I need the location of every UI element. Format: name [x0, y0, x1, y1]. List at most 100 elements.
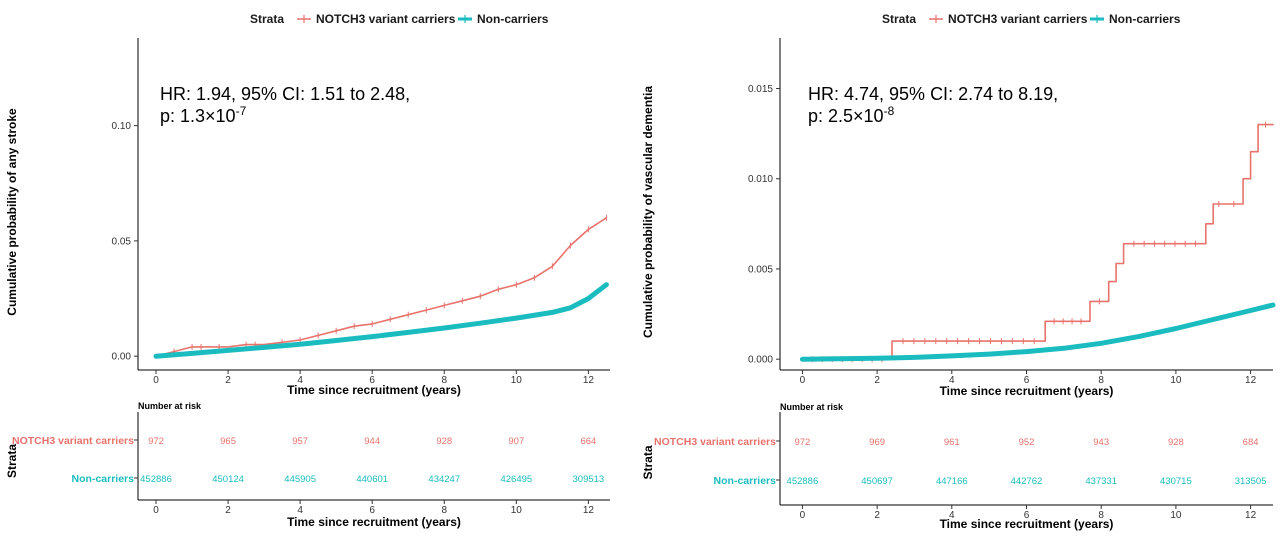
risk-value: 957 [292, 436, 308, 447]
risk-x-tick-label: 6 [369, 505, 375, 516]
risk-value: 440601 [356, 474, 388, 485]
risk-value: 684 [1243, 437, 1259, 448]
p-value-annotation: p: 2.5×10-8 [808, 104, 895, 126]
y-axis-title: Cumulative probability of vascular demen… [641, 86, 655, 338]
risk-x-tick-label: 10 [511, 505, 523, 516]
series-line-carriers [801, 123, 1274, 360]
risk-x-tick-label: 4 [297, 505, 303, 516]
legend-label-carriers: NOTCH3 variant carriers [948, 12, 1088, 26]
legend-title: Strata [882, 12, 916, 26]
x-tick-label: 8 [441, 375, 447, 386]
risk-value: 445905 [284, 474, 316, 485]
series-line-non-carriers [153, 282, 609, 359]
legend: Strata NOTCH3 variant carriers Non-carrier… [882, 12, 1181, 26]
risk-table-x-title: Time since recruitment (years) [287, 515, 461, 529]
legend-label-carriers: NOTCH3 variant carriers [316, 12, 456, 26]
risk-table-strata-title: Strata [5, 444, 19, 478]
x-axis-title: Time since recruitment (years) [940, 384, 1114, 398]
legend-label-non-carriers: Non-carriers [477, 12, 549, 26]
x-tick-label: 12 [583, 375, 595, 386]
y-tick-label: 0.00 [112, 352, 132, 363]
p-value-annotation: p: 1.3×10-7 [160, 104, 247, 126]
risk-table-title: Number at risk [138, 401, 202, 411]
risk-table-title: Number at risk [780, 402, 844, 412]
x-tick-label: 10 [511, 375, 523, 386]
x-tick-label: 4 [297, 375, 303, 386]
risk-value: 437331 [1085, 476, 1117, 487]
risk-value: 944 [364, 436, 380, 447]
risk-x-tick-label: 12 [1245, 510, 1257, 521]
risk-value: 430715 [1160, 476, 1192, 487]
risk-value: 450124 [212, 474, 244, 485]
risk-value: 961 [944, 437, 960, 448]
risk-x-tick-label: 8 [441, 505, 447, 516]
p-value-base: p: 2.5×10 [808, 106, 884, 126]
x-axis-title: Time since recruitment (years) [287, 383, 461, 397]
y-tick-label: 0.000 [748, 355, 773, 366]
x-tick-label: 6 [369, 375, 375, 386]
legend-label-non-carriers: Non-carriers [1109, 12, 1181, 26]
risk-value: 309513 [573, 474, 605, 485]
risk-x-tick-label: 8 [1098, 510, 1104, 521]
risk-value: 969 [869, 437, 885, 448]
risk-value: 426495 [500, 474, 532, 485]
risk-table: Number at risk NOTCH3 variant carriers 972… [641, 402, 1273, 531]
risk-x-tick-label: 4 [949, 510, 955, 521]
risk-row-label-carriers: NOTCH3 variant carriers [12, 435, 134, 447]
risk-row-label-non-carriers: Non-carriers [714, 475, 777, 487]
risk-value: 907 [508, 436, 524, 447]
risk-table-strata-title: Strata [641, 445, 655, 479]
risk-value: 928 [1168, 437, 1184, 448]
x-tick-label: 4 [949, 375, 955, 386]
risk-x-tick-label: 0 [153, 505, 159, 516]
risk-value: 928 [436, 436, 452, 447]
risk-value: 972 [794, 437, 810, 448]
p-value-base: p: 1.3×10 [160, 106, 236, 126]
risk-value: 442762 [1011, 476, 1043, 487]
risk-value: 313505 [1235, 476, 1267, 487]
x-tick-label: 12 [1245, 375, 1257, 386]
x-tick-label: 2 [874, 375, 880, 386]
legend: Strata NOTCH3 variant carriers Non-carrier… [250, 12, 549, 26]
risk-x-tick-label: 0 [800, 510, 806, 521]
p-value-exponent: -7 [236, 104, 247, 118]
risk-x-tick-label: 2 [225, 505, 231, 516]
risk-value: 452886 [787, 476, 819, 487]
risk-value: 434247 [428, 474, 460, 485]
legend-title: Strata [250, 12, 284, 26]
risk-row-label-non-carriers: Non-carriers [72, 473, 135, 485]
x-tick-label: 8 [1098, 375, 1104, 386]
y-tick-label: 0.10 [112, 121, 132, 132]
p-value-exponent: -8 [884, 104, 895, 118]
y-tick-label: 0.005 [748, 264, 773, 275]
risk-value: 972 [148, 436, 164, 447]
y-tick-label: 0.015 [748, 84, 773, 95]
risk-x-tick-label: 6 [1024, 510, 1030, 521]
y-tick-label: 0.010 [748, 174, 773, 185]
risk-table-x-title: Time since recruitment (years) [940, 517, 1114, 531]
risk-value: 965 [220, 436, 236, 447]
censor-marks [811, 121, 1267, 363]
series-line-non-carriers [799, 302, 1276, 362]
x-tick-label: 2 [225, 375, 231, 386]
risk-x-tick-label: 10 [1170, 510, 1182, 521]
series-line-carriers [155, 217, 608, 357]
y-axis-title: Cumulative probability of any stroke [5, 108, 19, 316]
risk-table: Number at risk NOTCH3 variant carriers 972… [5, 401, 610, 529]
risk-x-tick-label: 2 [874, 510, 880, 521]
risk-value: 664 [580, 436, 596, 447]
risk-x-tick-label: 12 [583, 505, 595, 516]
y-tick-label: 0.05 [112, 236, 132, 247]
risk-value: 943 [1093, 437, 1109, 448]
hr-annotation-line1: HR: 1.94, 95% CI: 1.51 to 2.48, [160, 84, 410, 104]
x-tick-label: 10 [1170, 375, 1182, 386]
risk-value: 447166 [936, 476, 968, 487]
risk-value: 952 [1019, 437, 1035, 448]
risk-value: 452886 [140, 474, 172, 485]
x-tick-label: 0 [800, 375, 806, 386]
chart-panel-2: Strata NOTCH3 variant carriers Non-carrier… [641, 12, 1276, 531]
hr-annotation-line1: HR: 4.74, 95% CI: 2.74 to 8.19, [808, 84, 1058, 104]
chart-panel-1: Strata NOTCH3 variant carriers Non-carrier… [5, 12, 610, 529]
risk-value: 450697 [861, 476, 893, 487]
